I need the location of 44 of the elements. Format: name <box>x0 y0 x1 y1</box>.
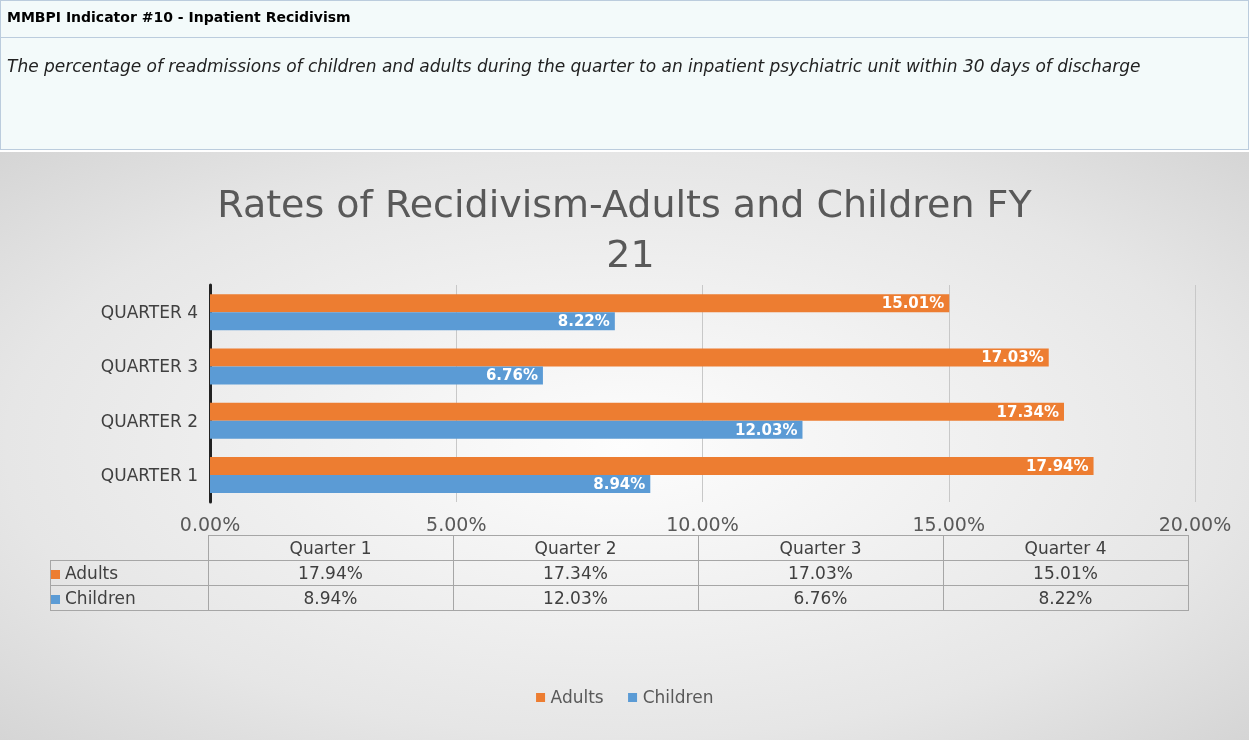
chart-subtitle: The percentage of readmissions of children and adults during the quarter to an inpatient psychiatric unit within 30 days of discharge <box>7 55 1142 78</box>
data-label: 17.34% <box>996 402 1059 421</box>
data-label: 17.94% <box>1026 456 1089 475</box>
data-label: 6.76% <box>485 366 538 385</box>
text: Adults <box>550 687 604 707</box>
data-label: 8.94% <box>593 474 646 493</box>
text: 17.34% <box>543 563 608 583</box>
y-tick-label: QUARTER 1 <box>100 464 198 485</box>
text: 6.76% <box>793 588 848 608</box>
text: 17.03% <box>788 563 853 583</box>
data-label: 15.01% <box>881 294 945 313</box>
text: Quarter 4 <box>943 535 1188 561</box>
data-label: 8.22% <box>557 312 610 331</box>
y-tick-label: QUARTER 4 <box>100 302 198 323</box>
y-tick-label: QUARTER 2 <box>100 410 198 431</box>
text: MMBPI Indicator #10 - Inpatient Recidivism <box>7 9 351 25</box>
bar <box>210 312 615 331</box>
text: 8.22% <box>1038 588 1093 608</box>
x-tick-label: 5.00% <box>426 512 487 535</box>
data-label: 12.03% <box>734 420 798 439</box>
data-label: 17.03% <box>981 348 1044 367</box>
text: Quarter 1 <box>208 535 453 561</box>
bar <box>210 474 651 493</box>
legend-label: Adults <box>50 560 208 586</box>
x-tick-label: 20.00% <box>1158 512 1232 535</box>
text: Quarter 2 <box>453 535 698 561</box>
text: 17.94% <box>298 563 363 583</box>
text: 15.01% <box>1033 563 1098 583</box>
bar <box>210 456 1094 475</box>
text: 8.94% <box>303 588 358 608</box>
chart-title: Rates of Recidivism-Adults and Children FY 21 <box>217 182 1033 276</box>
y-tick-label: QUARTER 3 <box>100 356 198 377</box>
bar <box>210 420 803 439</box>
bar <box>210 294 950 313</box>
bar <box>210 402 1064 421</box>
bar <box>210 366 543 385</box>
text: 12.03% <box>543 588 608 608</box>
x-tick-label: 15.00% <box>912 512 985 535</box>
x-tick-label: 10.00% <box>666 512 739 535</box>
legend-label: Children <box>50 585 208 611</box>
bar <box>210 348 1049 367</box>
text: Quarter 3 <box>698 535 943 561</box>
text: Children <box>642 687 714 707</box>
x-tick-label: 0.00% <box>179 512 241 535</box>
